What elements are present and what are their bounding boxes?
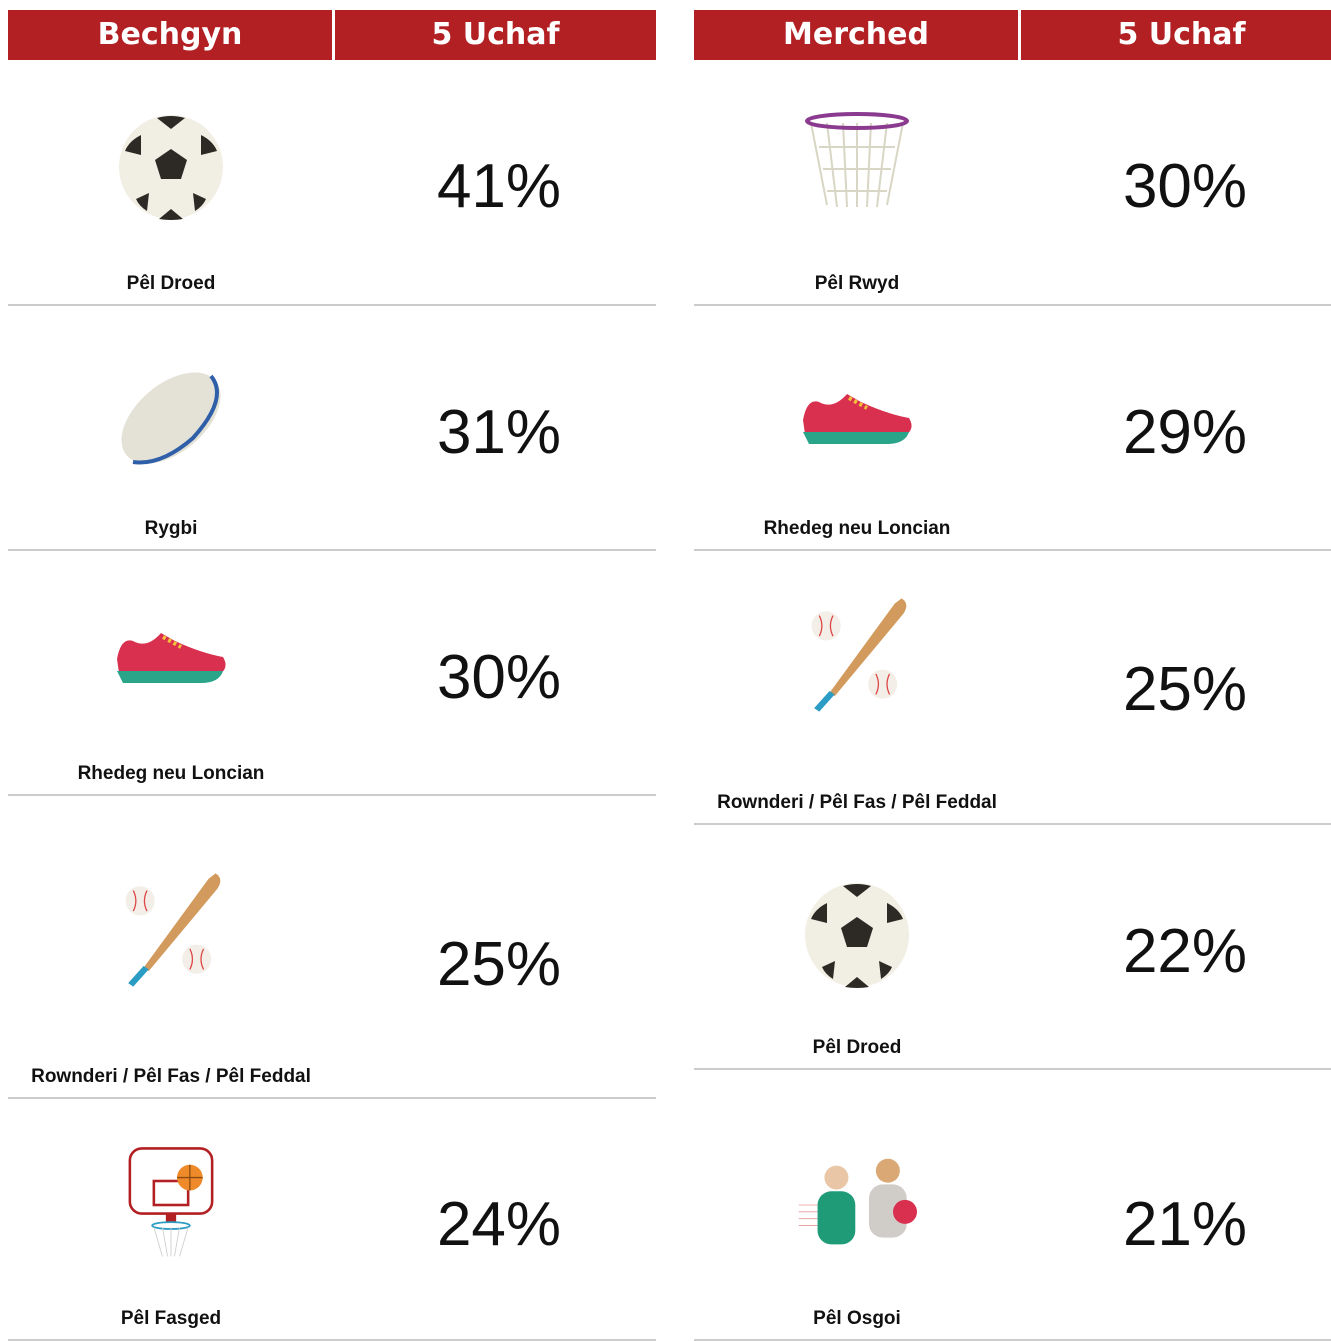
sport-icon	[111, 358, 231, 478]
header-cell: Merched	[694, 10, 1018, 60]
percentage: 41%	[436, 152, 562, 221]
sport-label: Rhedeg neu Loncian	[77, 763, 265, 784]
sport-icon	[797, 107, 917, 227]
sport-label: Rhedeg neu Loncian	[763, 518, 951, 539]
percentage: 22%	[1122, 917, 1248, 986]
sport-icon	[111, 870, 231, 990]
sport-icon	[111, 597, 231, 717]
sport-icon	[111, 1145, 231, 1265]
sport-label: Pêl Droed	[812, 1037, 902, 1058]
table-row: Rownderi / Pêl Fas / Pêl Feddal 25%	[694, 551, 1331, 825]
sport-icon	[111, 107, 231, 227]
header-cell: 5 Uchaf	[1021, 10, 1331, 60]
sport-icon	[797, 358, 917, 478]
table-row: Pêl Rwyd 30%	[694, 60, 1331, 306]
table-row: Pêl Droed 41%	[8, 60, 656, 306]
table: Bechgyn 5 Uchaf Pêl Droed 41% Rygbi 31% Rhedeg…	[8, 10, 656, 1341]
table-row: Rhedeg neu Loncian 29%	[694, 306, 1331, 551]
sport-icon	[797, 1145, 917, 1265]
sport-label: Pêl Rwyd	[814, 273, 900, 294]
table-row: Rhedeg neu Loncian 30%	[8, 551, 656, 796]
table-row: Pêl Fasged 24%	[8, 1099, 656, 1341]
table: Merched 5 Uchaf Pêl Rwyd 30% Rhedeg neu Lonc…	[694, 10, 1331, 1341]
table-row: Rygbi 31%	[8, 306, 656, 551]
percentage: 29%	[1122, 398, 1248, 467]
table-row: Rownderi / Pêl Fas / Pêl Feddal 25%	[8, 796, 656, 1099]
sport-label: Pêl Fasged	[120, 1308, 222, 1329]
header-cell: 5 Uchaf	[335, 10, 656, 60]
header-cell: Bechgyn	[8, 10, 332, 60]
percentage: 31%	[436, 398, 562, 467]
percentage: 24%	[436, 1190, 562, 1259]
sport-label: Pêl Osgoi	[813, 1308, 901, 1329]
percentage: 25%	[436, 930, 562, 999]
table-row: Pêl Osgoi 21%	[694, 1070, 1331, 1341]
sport-label: Pêl Droed	[126, 273, 216, 294]
sport-icon	[797, 875, 917, 995]
percentage: 30%	[436, 643, 562, 712]
percentage: 25%	[1122, 655, 1248, 724]
sport-label: Rownderi / Pêl Fas / Pêl Feddal	[717, 792, 997, 813]
sport-label: Rownderi / Pêl Fas / Pêl Feddal	[31, 1066, 311, 1087]
table-row: Pêl Droed 22%	[694, 825, 1331, 1070]
percentage: 21%	[1122, 1190, 1248, 1259]
percentage: 30%	[1122, 152, 1248, 221]
sport-icon	[797, 595, 917, 715]
sport-label: Rygbi	[144, 518, 198, 539]
